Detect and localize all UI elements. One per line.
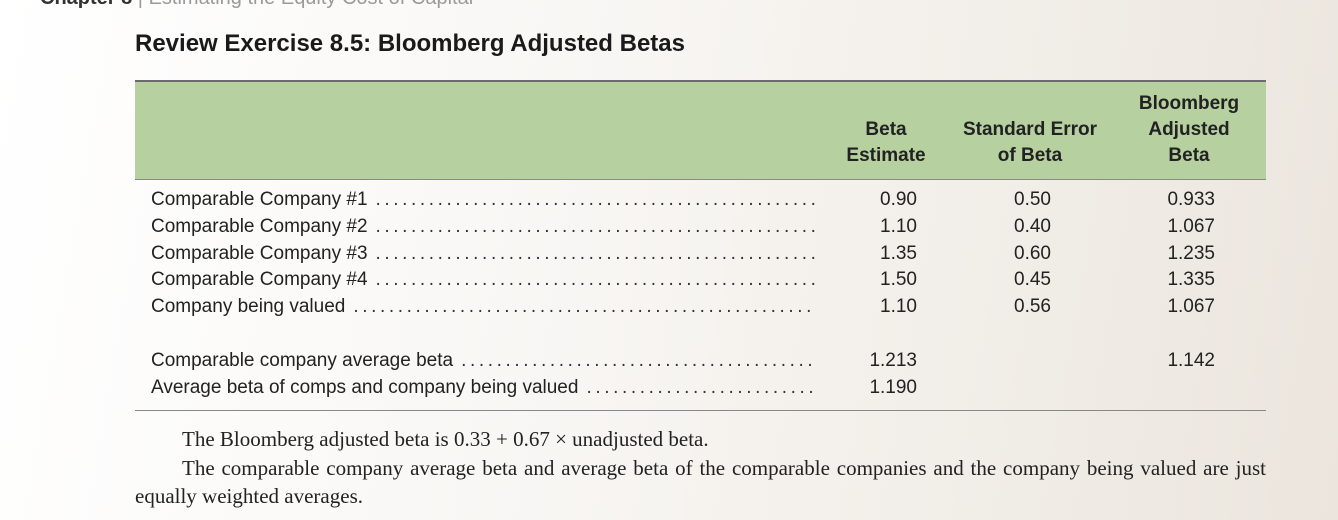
row-label-cell: Company being valued....................… [151,294,815,320]
table-cell: 1.10 [880,215,917,237]
row-label-cell: Comparable Company #1...................… [151,187,815,213]
dot-leader: ........................................… [375,242,815,264]
table-cell: 1.35 [880,242,917,264]
chapter-title: Estimating the Equity Cost of Capital [149,0,474,9]
dot-leader: ........................................… [586,376,815,398]
dot-leader: ........................................… [461,350,815,371]
chapter-header: Chapter 8 | Estimating the Equity Cost o… [40,0,473,10]
row-label-cell: Comparable company average beta.........… [151,348,815,374]
table-cell: 1.142 [1167,350,1215,371]
table-cell: 1.50 [880,269,917,291]
table-cell: 0.40 [1014,215,1051,237]
table-cell: 1.213 [869,350,917,371]
row-label-cell: Comparable Company #2...................… [151,214,815,240]
table-cell: 0.60 [1014,242,1051,264]
row-label: Comparable Company #4 [151,269,368,291]
table-cell: 1.10 [880,296,917,318]
row-label: Comparable Company #1 [151,189,368,210]
row-label: Company being valued [151,296,346,318]
table-header: Beta Estimate Standard Error of Beta Bloom… [135,80,1266,180]
note-paragraph: The comparable company average beta and … [135,455,1266,509]
row-label: Average beta of comps and company being … [151,376,579,398]
dot-leader: ........................................… [375,215,815,237]
row-label-cell: Average beta of comps and company being … [151,375,815,401]
table-cell: 0.56 [1014,296,1051,318]
table-cell: 0.50 [1014,189,1051,210]
table-bottom-rule [135,410,1266,411]
row-label-cell: Comparable Company #4...................… [151,267,815,293]
dot-leader: ........................................… [375,269,815,291]
exercise-title: Review Exercise 8.5: Bloomberg Adjusted … [135,30,685,57]
table-cell: 1.235 [1167,242,1215,264]
column-header: Standard Error of Beta [962,119,1098,166]
row-label: Comparable company average beta [151,350,454,371]
table-cell: 1.067 [1167,296,1215,318]
table-cell: 1.190 [869,376,917,398]
row-label: Comparable Company #2 [151,215,368,237]
row-label-cell: Comparable Company #3...................… [151,241,815,267]
column-header: Bloomberg Adjusted Beta [1138,93,1240,166]
table-cell: 0.933 [1167,189,1215,210]
table-cell: 0.45 [1014,269,1051,291]
table-cell: 1.067 [1167,215,1215,237]
row-label: Comparable Company #3 [151,242,368,264]
dot-leader: ........................................… [375,189,815,210]
column-header: Beta Estimate [846,119,926,166]
chapter-number: Chapter 8 [40,0,132,9]
table-cell: 1.335 [1167,269,1215,291]
note-paragraph: The Bloomberg adjusted beta is 0.33 + 0.… [182,427,709,451]
dot-leader: ........................................… [353,296,815,318]
table-cell: 0.90 [880,189,917,210]
notes: The Bloomberg adjusted beta is 0.33 + 0.… [135,425,1266,511]
